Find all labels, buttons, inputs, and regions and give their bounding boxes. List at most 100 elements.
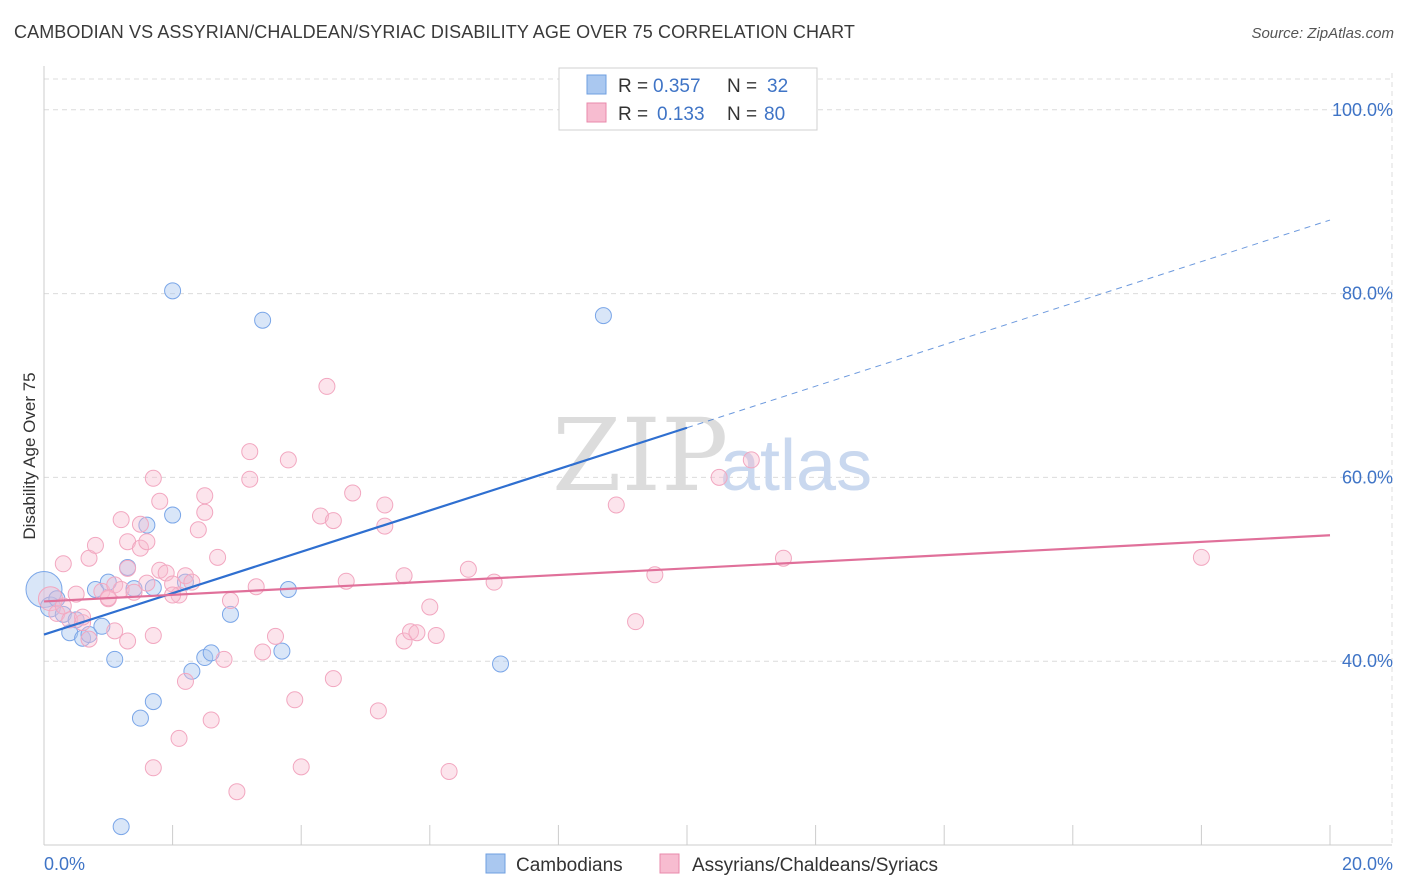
assyrian-point-45 bbox=[247, 578, 265, 596]
cambodian-point-0 bbox=[25, 571, 63, 609]
legend: R = 0.357 N = 32 R = 0.133 N = 80 bbox=[558, 67, 818, 131]
assyrian-point-40 bbox=[215, 650, 233, 668]
assyrian-point-47 bbox=[266, 627, 284, 645]
y-tick-label-80: 80.0% bbox=[1342, 284, 1393, 304]
cambodian-point-19 bbox=[164, 282, 182, 300]
assyrian-point-63 bbox=[408, 624, 426, 642]
cambodian-trend-extension bbox=[686, 219, 1331, 429]
cambodian-point-21 bbox=[183, 662, 201, 680]
x-tick-label-min: 0.0% bbox=[44, 854, 85, 874]
assyrian-point-70 bbox=[627, 613, 645, 631]
assyrian-point-76 bbox=[54, 597, 72, 615]
bottom-legend: Cambodians Assyrians/Chaldeans/Syriacs bbox=[485, 853, 938, 876]
assyrian-point-48 bbox=[279, 451, 297, 469]
assyrian-point-33 bbox=[176, 567, 194, 585]
assyrian-point-56 bbox=[344, 484, 362, 502]
assyrian-point-69 bbox=[607, 496, 625, 514]
assyrian-point-37 bbox=[196, 503, 214, 521]
assyrian-point-50 bbox=[292, 758, 310, 776]
legend-n-label-0: N = bbox=[727, 76, 757, 97]
y-axis-label: Disability Age Over 75 bbox=[20, 372, 39, 539]
assyrian-point-72 bbox=[710, 468, 728, 486]
assyrian-point-52 bbox=[318, 377, 336, 395]
assyrian-point-75 bbox=[1192, 548, 1210, 566]
assyrian-point-0 bbox=[37, 586, 63, 612]
cambodian-point-25 bbox=[254, 311, 272, 329]
cambodian-point-30 bbox=[112, 818, 130, 836]
assyrian-point-32 bbox=[176, 672, 194, 690]
assyrian-point-38 bbox=[202, 711, 220, 729]
cambodian-point-14 bbox=[131, 709, 149, 727]
assyrian-point-28 bbox=[157, 564, 175, 582]
assyrian-point-41 bbox=[221, 592, 239, 610]
assyrian-point-26 bbox=[151, 492, 169, 510]
cambodian-point-15 bbox=[138, 516, 156, 534]
legend-swatch-cambodians bbox=[586, 74, 607, 95]
assyrian-point-62 bbox=[402, 623, 420, 641]
x-tick-labels: 0.0% 20.0% bbox=[44, 854, 1393, 874]
legend-r-value-1: 0.133 bbox=[657, 104, 705, 125]
assyrian-point-24 bbox=[144, 759, 162, 777]
chart-title: CAMBODIAN VS ASSYRIAN/CHALDEAN/SYRIAC DI… bbox=[14, 22, 856, 42]
assyrian-point-42 bbox=[228, 783, 246, 801]
assyrian-point-53 bbox=[324, 512, 342, 530]
x-tick-label-max: 20.0% bbox=[1342, 854, 1393, 874]
data-points bbox=[25, 282, 1210, 836]
assyrian-point-21 bbox=[138, 533, 156, 551]
cambodian-trend-line bbox=[43, 426, 688, 636]
assyrian-point-54 bbox=[324, 670, 342, 688]
assyrian-point-66 bbox=[440, 762, 458, 780]
assyrian-point-64 bbox=[421, 598, 439, 616]
assyrian-point-44 bbox=[241, 470, 259, 488]
gridlines bbox=[44, 73, 1393, 845]
assyrian-point-61 bbox=[395, 567, 413, 585]
cambodian-point-18 bbox=[164, 506, 182, 524]
legend-n-value-1: 80 bbox=[764, 104, 785, 125]
legend-r-value-0: 0.357 bbox=[653, 76, 701, 97]
cambodian-point-26 bbox=[273, 642, 291, 660]
source-label: Source: ZipAtlas.com bbox=[1251, 25, 1394, 42]
y-tick-labels: 40.0% 60.0% 80.0% 100.0% bbox=[1332, 100, 1393, 671]
assyrian-point-51 bbox=[311, 507, 329, 525]
legend-n-label-1: N = bbox=[727, 104, 757, 125]
bottom-legend-swatch-assyrians bbox=[659, 853, 680, 874]
assyrian-point-25 bbox=[144, 469, 162, 487]
assyrian-point-65 bbox=[427, 626, 445, 644]
watermark: ZIP atlas bbox=[552, 397, 872, 514]
assyrian-point-57 bbox=[369, 702, 387, 720]
legend-r-label-1: R = bbox=[618, 104, 648, 125]
assyrian-point-46 bbox=[254, 643, 272, 661]
cambodian-point-29 bbox=[594, 307, 612, 325]
bottom-legend-swatch-cambodians bbox=[485, 853, 506, 874]
bottom-legend-label-cambodians: Cambodians bbox=[516, 855, 623, 876]
y-tick-label-100: 100.0% bbox=[1332, 100, 1393, 120]
watermark-zip: ZIP bbox=[552, 397, 728, 514]
assyrian-point-20 bbox=[131, 539, 149, 557]
assyrian-point-43 bbox=[241, 443, 259, 461]
bottom-legend-label-assyrians: Assyrians/Chaldeans/Syriacs bbox=[692, 855, 938, 876]
assyrian-point-13 bbox=[112, 511, 130, 529]
legend-swatch-assyrians bbox=[586, 102, 607, 123]
cambodian-point-11 bbox=[106, 650, 124, 668]
assyrian-point-36 bbox=[196, 487, 214, 505]
y-tick-label-40: 40.0% bbox=[1342, 651, 1393, 671]
assyrian-point-22 bbox=[138, 574, 156, 592]
legend-r-label-0: R = bbox=[618, 76, 648, 97]
cambodian-point-9 bbox=[93, 617, 111, 635]
assyrian-point-31 bbox=[170, 729, 188, 747]
axes bbox=[43, 66, 1392, 846]
assyrian-trend-line bbox=[43, 534, 1331, 603]
assyrian-point-39 bbox=[209, 548, 227, 566]
legend-n-value-0: 32 bbox=[767, 76, 788, 97]
cambodian-point-17 bbox=[144, 693, 162, 711]
cambodian-point-8 bbox=[86, 581, 104, 599]
assyrian-point-23 bbox=[144, 626, 162, 644]
assyrian-point-67 bbox=[459, 560, 477, 578]
watermark-atlas: atlas bbox=[720, 426, 872, 506]
assyrian-point-8 bbox=[86, 536, 104, 554]
assyrian-point-35 bbox=[189, 521, 207, 539]
assyrian-point-6 bbox=[80, 630, 98, 648]
assyrian-point-68 bbox=[485, 573, 503, 591]
assyrian-point-60 bbox=[395, 632, 413, 650]
